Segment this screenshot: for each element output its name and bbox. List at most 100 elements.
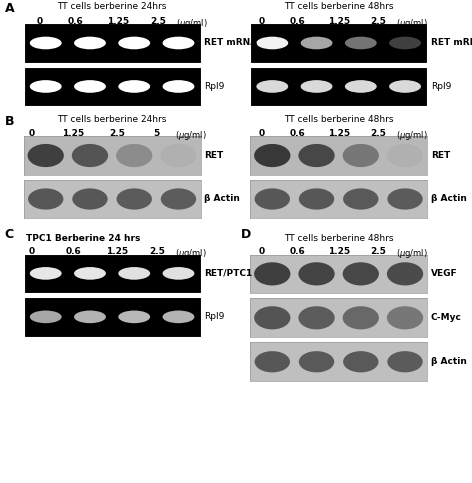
Text: TPC1 Berberine 24 hrs: TPC1 Berberine 24 hrs [26,234,140,243]
Text: TT cells berberine 48hrs: TT cells berberine 48hrs [284,2,393,12]
Ellipse shape [74,311,106,323]
Text: 0: 0 [259,247,265,256]
Text: TT cells berberine 48hrs: TT cells berberine 48hrs [284,234,393,243]
Ellipse shape [162,80,194,93]
Ellipse shape [72,188,108,210]
Ellipse shape [345,80,377,93]
Ellipse shape [254,351,290,372]
Text: Rpl9: Rpl9 [204,313,225,321]
Text: 1.25: 1.25 [328,17,350,26]
Text: 1.25: 1.25 [328,129,350,138]
Ellipse shape [299,188,334,210]
Ellipse shape [389,80,421,93]
Ellipse shape [254,262,290,285]
Ellipse shape [28,188,63,210]
Text: Rpl9: Rpl9 [204,82,225,91]
Ellipse shape [116,144,152,167]
Ellipse shape [301,80,332,93]
Ellipse shape [160,144,197,167]
Text: 2.5: 2.5 [109,129,125,138]
Text: ($\mu$g/ml): ($\mu$g/ml) [176,17,208,30]
Ellipse shape [343,306,379,329]
Text: 2.5: 2.5 [371,129,387,138]
Text: 0.6: 0.6 [289,129,305,138]
Ellipse shape [345,37,377,49]
Ellipse shape [254,144,290,167]
Text: C: C [5,228,14,241]
Text: ($\mu$g/ml): ($\mu$g/ml) [175,129,206,142]
Text: A: A [5,2,14,15]
Text: β Actin: β Actin [431,195,467,203]
Text: 5: 5 [153,129,160,138]
Ellipse shape [298,144,335,167]
Text: C-Myc: C-Myc [431,313,462,322]
Ellipse shape [72,144,108,167]
Ellipse shape [30,311,62,323]
Text: TT cells berberine 48hrs: TT cells berberine 48hrs [284,115,393,124]
Ellipse shape [343,351,379,372]
Ellipse shape [343,188,379,210]
Text: 1.25: 1.25 [62,129,84,138]
Ellipse shape [74,80,106,93]
Text: VEGF: VEGF [431,270,457,278]
Text: 0.6: 0.6 [67,17,84,26]
Text: RET mRNA: RET mRNA [204,39,258,47]
Text: RET mRNA: RET mRNA [431,39,472,47]
Text: 0: 0 [259,129,265,138]
Text: ($\mu$g/ml): ($\mu$g/ml) [396,129,428,142]
Text: 2.5: 2.5 [371,247,387,256]
Text: 1.25: 1.25 [328,247,350,256]
Text: RET: RET [204,151,224,160]
Text: 0.6: 0.6 [289,17,305,26]
Ellipse shape [118,311,150,323]
Ellipse shape [117,188,152,210]
Ellipse shape [161,188,196,210]
Text: 0: 0 [29,129,35,138]
Text: ($\mu$g/ml): ($\mu$g/ml) [396,247,428,260]
Text: 2.5: 2.5 [150,17,166,26]
Ellipse shape [387,306,423,329]
Ellipse shape [162,311,194,323]
Ellipse shape [388,351,423,372]
Ellipse shape [387,262,423,285]
Text: 0: 0 [37,17,43,26]
Text: 0.6: 0.6 [65,247,81,256]
Text: Rpl9: Rpl9 [431,82,451,91]
Text: B: B [5,115,14,128]
Ellipse shape [74,37,106,49]
Ellipse shape [254,306,290,329]
Ellipse shape [389,37,421,49]
Text: 0: 0 [29,247,35,256]
Text: β Actin: β Actin [204,195,240,203]
Text: 0: 0 [259,17,265,26]
Ellipse shape [30,267,62,280]
Text: 2.5: 2.5 [149,247,165,256]
Text: D: D [241,228,251,241]
Ellipse shape [256,80,288,93]
Ellipse shape [301,37,332,49]
Ellipse shape [162,37,194,49]
Ellipse shape [30,37,62,49]
Ellipse shape [388,188,423,210]
Text: TT cells berberine 24hrs: TT cells berberine 24hrs [58,115,167,124]
Ellipse shape [118,37,150,49]
Ellipse shape [256,37,288,49]
Ellipse shape [299,351,334,372]
Ellipse shape [30,80,62,93]
Text: β Actin: β Actin [431,357,467,366]
Ellipse shape [387,144,423,167]
Text: 2.5: 2.5 [371,17,387,26]
Text: TT cells berberine 24hrs: TT cells berberine 24hrs [58,2,167,12]
Ellipse shape [298,262,335,285]
Ellipse shape [118,267,150,280]
Text: 1.25: 1.25 [107,17,129,26]
Text: 1.25: 1.25 [106,247,128,256]
Text: 0.6: 0.6 [289,247,305,256]
Ellipse shape [298,306,335,329]
Text: RET: RET [431,151,450,160]
Ellipse shape [162,267,194,280]
Ellipse shape [74,267,106,280]
Text: ($\mu$g/ml): ($\mu$g/ml) [175,247,206,260]
Ellipse shape [343,144,379,167]
Ellipse shape [118,80,150,93]
